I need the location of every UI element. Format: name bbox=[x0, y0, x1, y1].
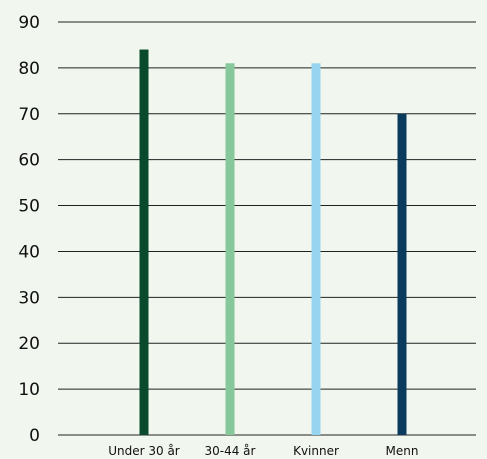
x-category-label: Menn bbox=[386, 444, 419, 458]
y-tick-label: 90 bbox=[18, 13, 40, 33]
bar-1 bbox=[225, 63, 235, 436]
grid-lines bbox=[58, 21, 476, 436]
y-tick-label: 30 bbox=[18, 288, 40, 308]
x-category-label: 30-44 år bbox=[205, 444, 256, 458]
x-category-label: Under 30 år bbox=[108, 444, 180, 458]
y-tick-label: 20 bbox=[18, 334, 40, 354]
x-category-label: Kvinner bbox=[293, 444, 339, 458]
x-axis-category-labels: Under 30 år 30-44 år Kvinner Menn bbox=[108, 444, 418, 458]
y-tick-label: 10 bbox=[18, 380, 40, 400]
y-tick-label: 60 bbox=[18, 151, 40, 171]
y-tick-label: 80 bbox=[18, 59, 40, 79]
bar-3 bbox=[397, 113, 407, 436]
bar-2 bbox=[311, 63, 321, 436]
y-tick-label: 40 bbox=[18, 242, 40, 262]
bar-0 bbox=[139, 49, 149, 436]
y-tick-label: 70 bbox=[18, 105, 40, 125]
y-axis-tick-labels: 0 10 20 30 40 50 60 70 80 90 bbox=[18, 13, 40, 446]
y-tick-label: 50 bbox=[18, 197, 40, 217]
bars bbox=[139, 49, 407, 436]
y-tick-label: 0 bbox=[29, 426, 40, 446]
